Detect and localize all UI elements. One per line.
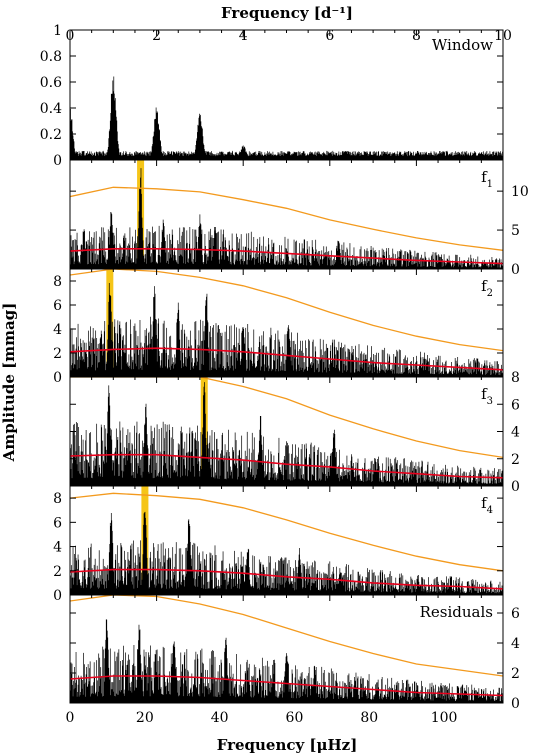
panel-label: Window [432, 36, 493, 54]
bottom-axis-title: Frequency [μHz] [217, 736, 358, 754]
bottom-x-tick-label: 60 [286, 710, 304, 726]
significance-line [70, 595, 503, 677]
bottom-x-tick-label: 80 [360, 710, 378, 726]
panel-label-text: f [481, 494, 488, 512]
y-tick-label: 4 [511, 425, 520, 441]
panel-label-text: f [481, 277, 488, 295]
top-x-tick-label: 8 [412, 28, 421, 44]
top-x-tick-label: 4 [239, 28, 248, 44]
y-tick-label: 0.4 [40, 101, 62, 117]
panel-label-subscript: 1 [487, 179, 493, 190]
panel-label-subscript: 3 [487, 396, 493, 407]
panel-label-text: Residuals [420, 603, 493, 621]
significance-line [70, 377, 503, 459]
y-tick-label: 1 [53, 23, 62, 39]
y-tick-label: 5 [511, 223, 520, 239]
panel-2: 0 5 10 f1 [69, 159, 529, 278]
spectrum-series [70, 619, 503, 703]
top-x-tick-label: 2 [152, 28, 161, 44]
noise-level-line [70, 248, 503, 265]
y-tick-label: 4 [53, 540, 62, 556]
panel-label-text: f [481, 168, 488, 186]
y-tick-label: 6 [511, 397, 520, 413]
significance-line [70, 492, 503, 572]
y-tick-label: 6 [53, 298, 62, 314]
y-tick-label: 0 [511, 262, 520, 278]
y-tick-label: 2 [53, 346, 62, 362]
y-axis-title: Amplitude [mmag] [0, 303, 18, 463]
y-tick-label: 4 [53, 322, 62, 338]
bottom-x-tick-label: 100 [431, 710, 458, 726]
y-tick-label: 0 [511, 479, 520, 495]
panel-plot-area [70, 377, 503, 486]
significance-line [70, 186, 503, 251]
y-tick-label: 2 [53, 564, 62, 580]
panel-plot-area [70, 160, 503, 269]
panel-plot-area [70, 269, 503, 377]
panel-plot-area [70, 76, 503, 160]
bottom-x-tick-label: 20 [136, 710, 154, 726]
spectrum-series [70, 382, 503, 486]
y-tick-label: 0.2 [40, 127, 62, 143]
y-tick-label: 6 [511, 606, 520, 622]
bottom-x-tick-label: 0 [66, 710, 75, 726]
spectrum-series [70, 76, 503, 160]
y-tick-label: 10 [511, 184, 529, 200]
y-tick-label: 0.6 [40, 75, 62, 91]
significance-line [70, 269, 503, 352]
panel-label: f2 [481, 277, 493, 299]
panel-label: f3 [481, 385, 493, 407]
panel-4: 0 2 4 6 8 f3 [69, 370, 520, 495]
panel-label: f1 [481, 168, 493, 190]
top-x-tick-label: 6 [325, 28, 334, 44]
panel-label-text: f [481, 385, 488, 403]
panel-label-subscript: 4 [487, 505, 493, 516]
y-tick-label: 0 [53, 370, 62, 386]
y-tick-label: 8 [53, 491, 62, 507]
panel-plot-area [70, 486, 503, 595]
y-tick-label: 2 [511, 452, 520, 468]
top-axis: 0 2 4 6 8 10 [66, 28, 512, 44]
panel-label: Residuals [420, 603, 493, 621]
bottom-x-tick-label: 40 [211, 710, 229, 726]
y-tick-label: 0 [53, 588, 62, 604]
noise-level-line [70, 675, 503, 697]
panel-1: 0 0.2 0.4 0.6 0.8 1 Window [40, 23, 504, 169]
y-tick-label: 6 [53, 515, 62, 531]
spectrum-series [70, 168, 503, 269]
top-x-tick-label: 0 [66, 28, 75, 44]
panel-label-text: Window [432, 36, 493, 54]
top-axis-title: Frequency [d⁻¹] [221, 4, 353, 22]
y-tick-label: 2 [511, 666, 520, 682]
noise-level-line [70, 347, 503, 371]
panel-label-subscript: 2 [487, 288, 493, 299]
y-tick-label: 4 [511, 636, 520, 652]
panel-6: 0 2 4 6 Residuals [69, 594, 520, 712]
noise-level-line [70, 568, 503, 590]
noise-level-line [70, 453, 503, 479]
y-tick-label: 8 [511, 370, 520, 386]
spectrum-series [70, 511, 503, 595]
y-tick-label: 0 [511, 696, 520, 712]
y-tick-label: 0 [53, 153, 62, 169]
panel-plot-area [70, 595, 503, 703]
bottom-axis: 0 20 40 60 80 100 [66, 710, 458, 726]
y-tick-label: 0.8 [40, 49, 62, 65]
panel-label: f4 [481, 494, 493, 516]
y-tick-label: 8 [53, 274, 62, 290]
top-x-tick-label: 10 [494, 28, 512, 44]
